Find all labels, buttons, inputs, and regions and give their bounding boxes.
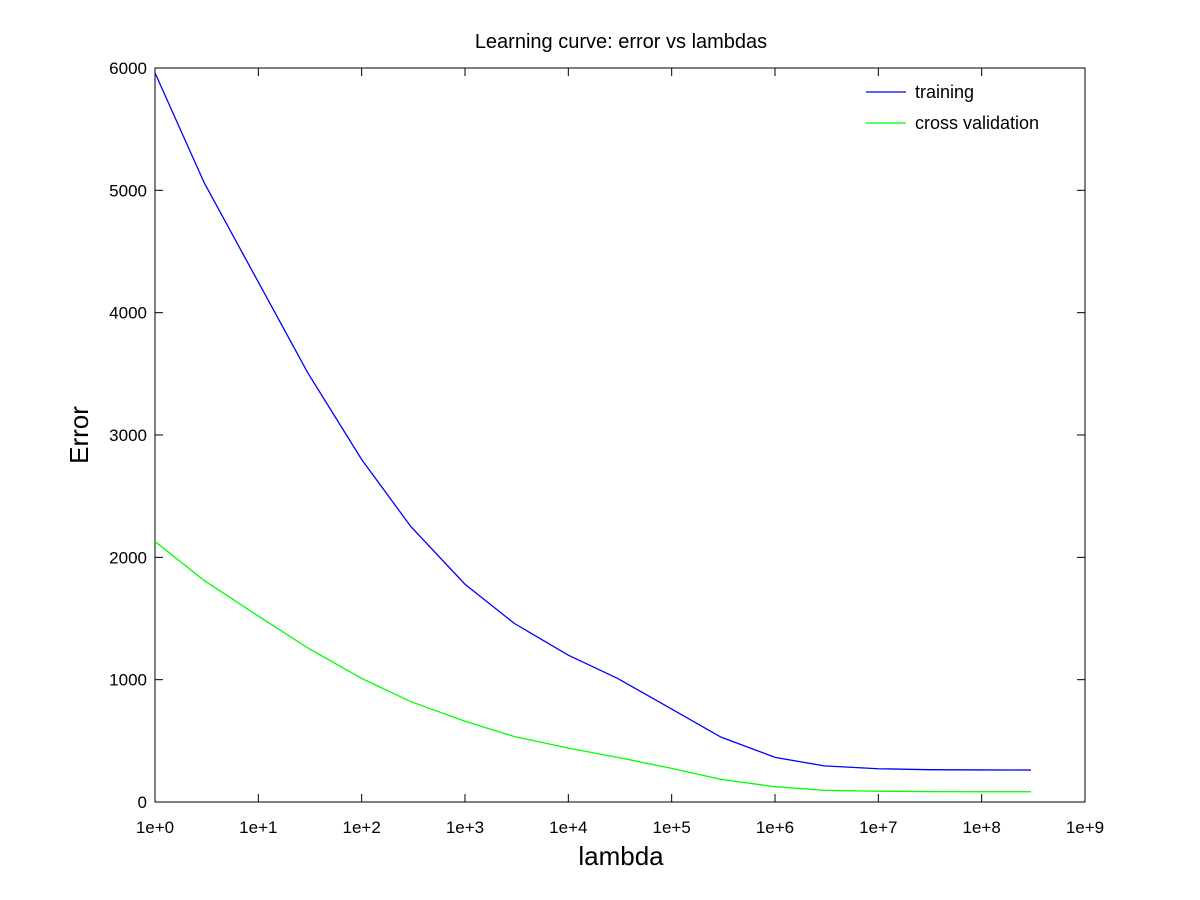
y-tick-label: 0 <box>138 793 147 812</box>
y-tick-label: 2000 <box>109 548 147 567</box>
x-tick-label: 1e+9 <box>1066 818 1104 837</box>
series-lines <box>154 72 1031 793</box>
x-tick-label: 1e+4 <box>549 818 587 837</box>
y-tick-label: 1000 <box>109 671 147 690</box>
x-axis-label: lambda <box>578 841 664 871</box>
chart-title: Learning curve: error vs lambdas <box>475 31 767 53</box>
x-tick-label: 1e+5 <box>653 818 691 837</box>
x-tick-label: 1e+8 <box>963 818 1001 837</box>
legend: training cross validation <box>866 82 1039 133</box>
series-line-cross-validation <box>154 540 1031 793</box>
y-tick-label: 6000 <box>109 59 147 78</box>
x-tick-label: 1e+7 <box>859 818 897 837</box>
x-axis: 1e+0 1e+1 1e+2 1e+3 1e+4 1e+5 1e+6 1e+7 1e+8 1e+9 <box>136 68 1104 837</box>
y-tick-label: 3000 <box>109 426 147 445</box>
y-axis-label: Error <box>64 406 94 464</box>
x-tick-label: 1e+0 <box>136 818 174 837</box>
x-tick-label: 1e+6 <box>756 818 794 837</box>
x-tick-label: 1e+3 <box>446 818 484 837</box>
x-tick-label: 1e+1 <box>239 818 277 837</box>
y-axis: 0 1000 2000 3000 4000 5000 6000 <box>109 59 1085 812</box>
plot-frame <box>154 67 1086 803</box>
y-tick-label: 4000 <box>109 304 147 323</box>
x-tick-label: 1e+2 <box>343 818 381 837</box>
legend-label: cross validation <box>915 113 1039 133</box>
y-tick-label: 5000 <box>109 181 147 200</box>
series-line-training <box>154 72 1031 771</box>
legend-label: training <box>915 82 974 102</box>
